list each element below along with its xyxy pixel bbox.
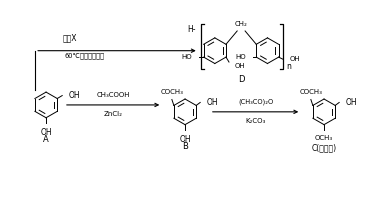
Text: OH: OH bbox=[235, 63, 246, 69]
Text: H‐: H‐ bbox=[187, 24, 196, 33]
Text: 试剂X: 试剂X bbox=[63, 34, 77, 43]
Text: OH: OH bbox=[68, 91, 80, 100]
Text: COCH₃: COCH₃ bbox=[160, 89, 183, 95]
Text: OH: OH bbox=[290, 56, 300, 62]
Text: 60℃，草酸催化剂: 60℃，草酸催化剂 bbox=[65, 53, 105, 59]
Text: HO: HO bbox=[181, 54, 192, 60]
Text: ZnCl₂: ZnCl₂ bbox=[103, 111, 123, 117]
Text: OCH₃: OCH₃ bbox=[315, 135, 333, 141]
Text: B: B bbox=[182, 142, 188, 151]
Text: K₂CO₃: K₂CO₃ bbox=[246, 118, 266, 124]
Text: COCH₃: COCH₃ bbox=[300, 89, 322, 95]
Text: OH: OH bbox=[206, 98, 218, 107]
Text: n: n bbox=[286, 62, 291, 71]
Text: C(丹皮酔): C(丹皮酔) bbox=[311, 144, 337, 153]
Text: OH: OH bbox=[345, 98, 357, 107]
Text: CH₂: CH₂ bbox=[235, 21, 247, 27]
Text: OH: OH bbox=[179, 135, 191, 144]
Text: A: A bbox=[43, 135, 49, 144]
Text: OH: OH bbox=[40, 128, 52, 137]
Text: HO: HO bbox=[236, 54, 246, 60]
Text: (CH₃CO)₂O: (CH₃CO)₂O bbox=[238, 98, 273, 105]
Text: CH₃COOH: CH₃COOH bbox=[96, 92, 130, 98]
Text: D: D bbox=[238, 75, 244, 84]
